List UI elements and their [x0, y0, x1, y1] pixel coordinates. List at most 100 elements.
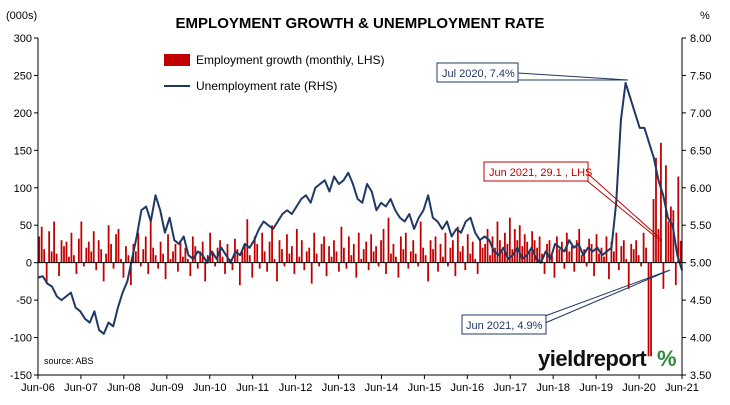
employment-bar	[243, 246, 246, 263]
employment-bar	[392, 243, 395, 263]
employment-bar	[268, 241, 271, 263]
employment-bar	[558, 249, 561, 263]
employment-bar	[127, 255, 130, 263]
right-tick-label: 5.50	[690, 220, 711, 232]
employment-bar	[370, 234, 373, 263]
employment-bar	[598, 253, 600, 263]
employment-bar	[630, 243, 633, 263]
employment-bar	[87, 241, 90, 263]
employment-bar	[266, 262, 268, 272]
employment-bar	[263, 251, 266, 263]
employment-bar	[261, 232, 264, 263]
callout-leader-jun2021-rhs-a	[544, 269, 671, 317]
employment-bar	[273, 258, 276, 263]
employment-bar	[169, 258, 172, 263]
employment-bar	[620, 246, 623, 263]
callout-leader-jul2020-a	[517, 72, 629, 81]
employment-bar	[70, 232, 73, 263]
employment-bar	[377, 262, 380, 267]
employment-bar	[122, 262, 125, 278]
employment-bar	[209, 232, 212, 263]
employment-bar	[662, 262, 665, 289]
employment-bar	[330, 256, 333, 263]
employment-bar	[672, 210, 675, 263]
employment-bar	[60, 240, 63, 263]
employment-bar	[300, 240, 303, 263]
employment-bar	[288, 253, 291, 263]
right-tick-label: 8.00	[690, 33, 711, 45]
employment-bar	[278, 240, 281, 263]
legend-bar-swatch	[164, 54, 190, 66]
employment-bar	[395, 256, 397, 263]
employment-bar	[318, 262, 321, 267]
employment-bar	[627, 262, 630, 289]
employment-bar	[338, 262, 340, 272]
callout-text-jun2021-rhs: Jun 2021, 4.9%	[466, 320, 543, 332]
employment-bar	[256, 243, 259, 263]
employment-bar	[295, 228, 298, 263]
employment-bar	[333, 240, 335, 263]
left-tick-label: -100	[10, 333, 32, 345]
employment-bar	[65, 241, 68, 263]
employment-bar	[518, 225, 521, 263]
employment-bar	[139, 262, 142, 267]
employment-bar	[429, 240, 432, 263]
employment-bar	[120, 258, 122, 263]
employment-bar	[414, 253, 417, 263]
employment-bar	[655, 157, 657, 263]
employment-bar	[568, 251, 571, 263]
employment-bar	[159, 241, 162, 263]
employment-bar	[112, 262, 115, 269]
employment-bar	[293, 262, 296, 274]
employment-bar	[674, 262, 677, 286]
callout-box-jun2021-lhs	[483, 161, 589, 182]
annotations: Jul 2020, 7.4% Jun 2021, 29.1 , LHS Jun …	[436, 62, 671, 335]
employment-bar	[548, 240, 551, 263]
employment-bar	[583, 249, 586, 263]
employment-bar	[40, 226, 43, 263]
employment-bar	[372, 251, 375, 263]
employment-bar	[635, 240, 638, 263]
employment-bar	[100, 249, 103, 263]
employment-bar	[573, 262, 576, 272]
employment-bar	[199, 251, 202, 263]
employment-bar	[536, 247, 538, 263]
employment-bar	[315, 253, 318, 263]
employment-bar	[469, 253, 472, 263]
employment-bar	[375, 246, 377, 263]
employment-bar	[494, 247, 496, 263]
employment-bar	[253, 236, 256, 263]
employment-bar	[553, 262, 556, 278]
employment-bar	[53, 221, 55, 263]
employment-bar	[650, 262, 652, 357]
left-tick-label: 300	[14, 33, 32, 45]
employment-bar	[360, 258, 363, 263]
employment-bar	[147, 262, 150, 274]
left-tick-label: -150	[10, 370, 32, 382]
employment-bar	[45, 262, 48, 284]
employment-bar	[464, 262, 467, 271]
employment-bar	[526, 241, 529, 263]
employment-bar	[149, 221, 152, 263]
employment-bar	[439, 243, 442, 263]
employment-bar	[340, 226, 343, 263]
employment-bar	[236, 249, 239, 263]
bars-layer	[38, 142, 682, 357]
left-tick-label: 150	[14, 145, 32, 157]
employment-bar	[399, 236, 402, 263]
employment-bar	[191, 236, 194, 263]
right-tick-label: 6.00	[690, 183, 711, 195]
employment-bar	[528, 251, 531, 263]
employment-bar	[409, 251, 412, 263]
x-tick-label: Jun-10	[193, 382, 227, 394]
employment-bar	[603, 256, 605, 263]
left-tick-label: 100	[14, 183, 32, 195]
x-tick-label: Jun-17	[493, 382, 527, 394]
employment-bar	[92, 231, 95, 263]
employment-bar	[585, 262, 588, 267]
employment-bar	[677, 176, 680, 263]
employment-bar	[397, 262, 400, 278]
brand-logo: yieldreport %	[538, 346, 677, 371]
employment-bar	[211, 253, 214, 263]
employment-bar	[238, 262, 241, 286]
